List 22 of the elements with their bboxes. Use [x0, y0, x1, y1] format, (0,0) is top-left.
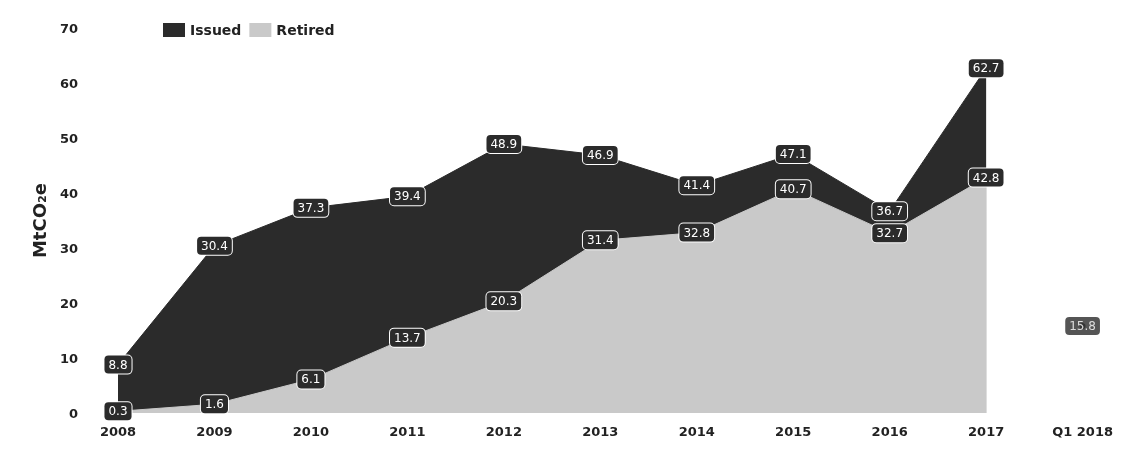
y-tick-label: 0: [68, 405, 78, 421]
x-tick-label: 2011: [389, 424, 426, 439]
y-tick-label: 70: [59, 20, 78, 36]
y-tick-label: 50: [59, 130, 78, 146]
y-tick-label: 60: [59, 75, 78, 91]
x-tick-label: 2016: [871, 424, 908, 439]
y-tick-label: 10: [59, 350, 78, 366]
y-tick-label: 30: [59, 240, 78, 256]
x-tick-label: 2012: [485, 424, 522, 439]
x-tick-label: 2013: [582, 424, 619, 439]
x-tick-label: 2010: [292, 424, 330, 439]
y-axis-title: MtCO₂e: [28, 182, 50, 259]
x-tick-label: 2008: [99, 424, 137, 439]
x-tick-label: 2015: [775, 424, 812, 439]
y-tick-label: 40: [59, 185, 78, 201]
legend-label: Retired: [276, 22, 335, 38]
y-tick-label: 20: [59, 295, 78, 311]
x-tick-label: Q1 2018: [1052, 424, 1113, 439]
legend-label: Issued: [190, 22, 242, 38]
x-tick-label: 2017: [968, 424, 1005, 439]
x-tick-label: 2014: [678, 424, 715, 439]
x-tick-label: 2009: [196, 424, 233, 439]
